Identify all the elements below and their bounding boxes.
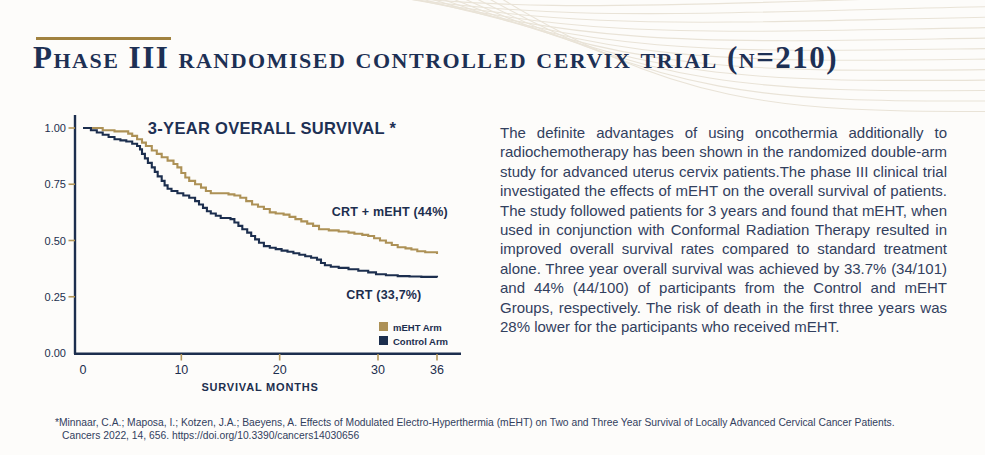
y-tick-label: 0.25 <box>45 291 66 303</box>
x-tick-label: 0 <box>80 363 87 377</box>
x-tick-label: 10 <box>174 363 188 377</box>
slide-title: Phase III randomised controlled cervix t… <box>33 40 838 76</box>
y-tick-label: 0.00 <box>45 347 66 359</box>
x-tick-label: 30 <box>371 363 385 377</box>
kaplan-meier-chart: 0.00 0.25 0.50 0.75 1.00 0 10 20 30 36 SURVIVAL MO… <box>35 103 475 403</box>
y-tick-label: 0.75 <box>45 178 66 190</box>
decorative-arc <box>330 0 985 6</box>
y-tick-label: 0.50 <box>45 235 66 247</box>
decorative-arc <box>386 0 985 41</box>
x-tick-label: 20 <box>273 363 287 377</box>
legend-label: Control Arm <box>393 336 448 347</box>
chart-title: 3-YEAR OVERALL SURVIVAL * <box>148 119 397 137</box>
legend-swatch <box>379 322 388 331</box>
series-control-arm <box>83 128 437 278</box>
x-tick-label: 36 <box>430 363 444 377</box>
decorative-arc <box>372 0 985 31</box>
x-axis-label: SURVIVAL MONTHS <box>201 381 318 393</box>
y-tick-label: 1.00 <box>45 122 66 134</box>
legend-swatch <box>379 336 388 345</box>
description-paragraph: The definite advantages of using oncothe… <box>500 123 947 336</box>
citation-line-2: Cancers 2022, 14, 656. https://doi.org/1… <box>55 429 945 442</box>
citation-line-1: *Minnaar, C.A.; Maposa, I.; Kotzen, J.A.… <box>55 416 945 429</box>
legend-label: mEHT Arm <box>393 322 442 333</box>
citation-footnote: *Minnaar, C.A.; Maposa, I.; Kotzen, J.A.… <box>55 416 945 442</box>
decorative-arc <box>344 0 985 14</box>
decorative-arc <box>358 0 985 22</box>
survival-chart: 0.00 0.25 0.50 0.75 1.00 0 10 20 30 36 SURVIVAL MO… <box>35 103 475 403</box>
series-annotation: CRT (33,7%) <box>346 288 421 302</box>
series-annotation: CRT + mEHT (44%) <box>332 205 448 219</box>
